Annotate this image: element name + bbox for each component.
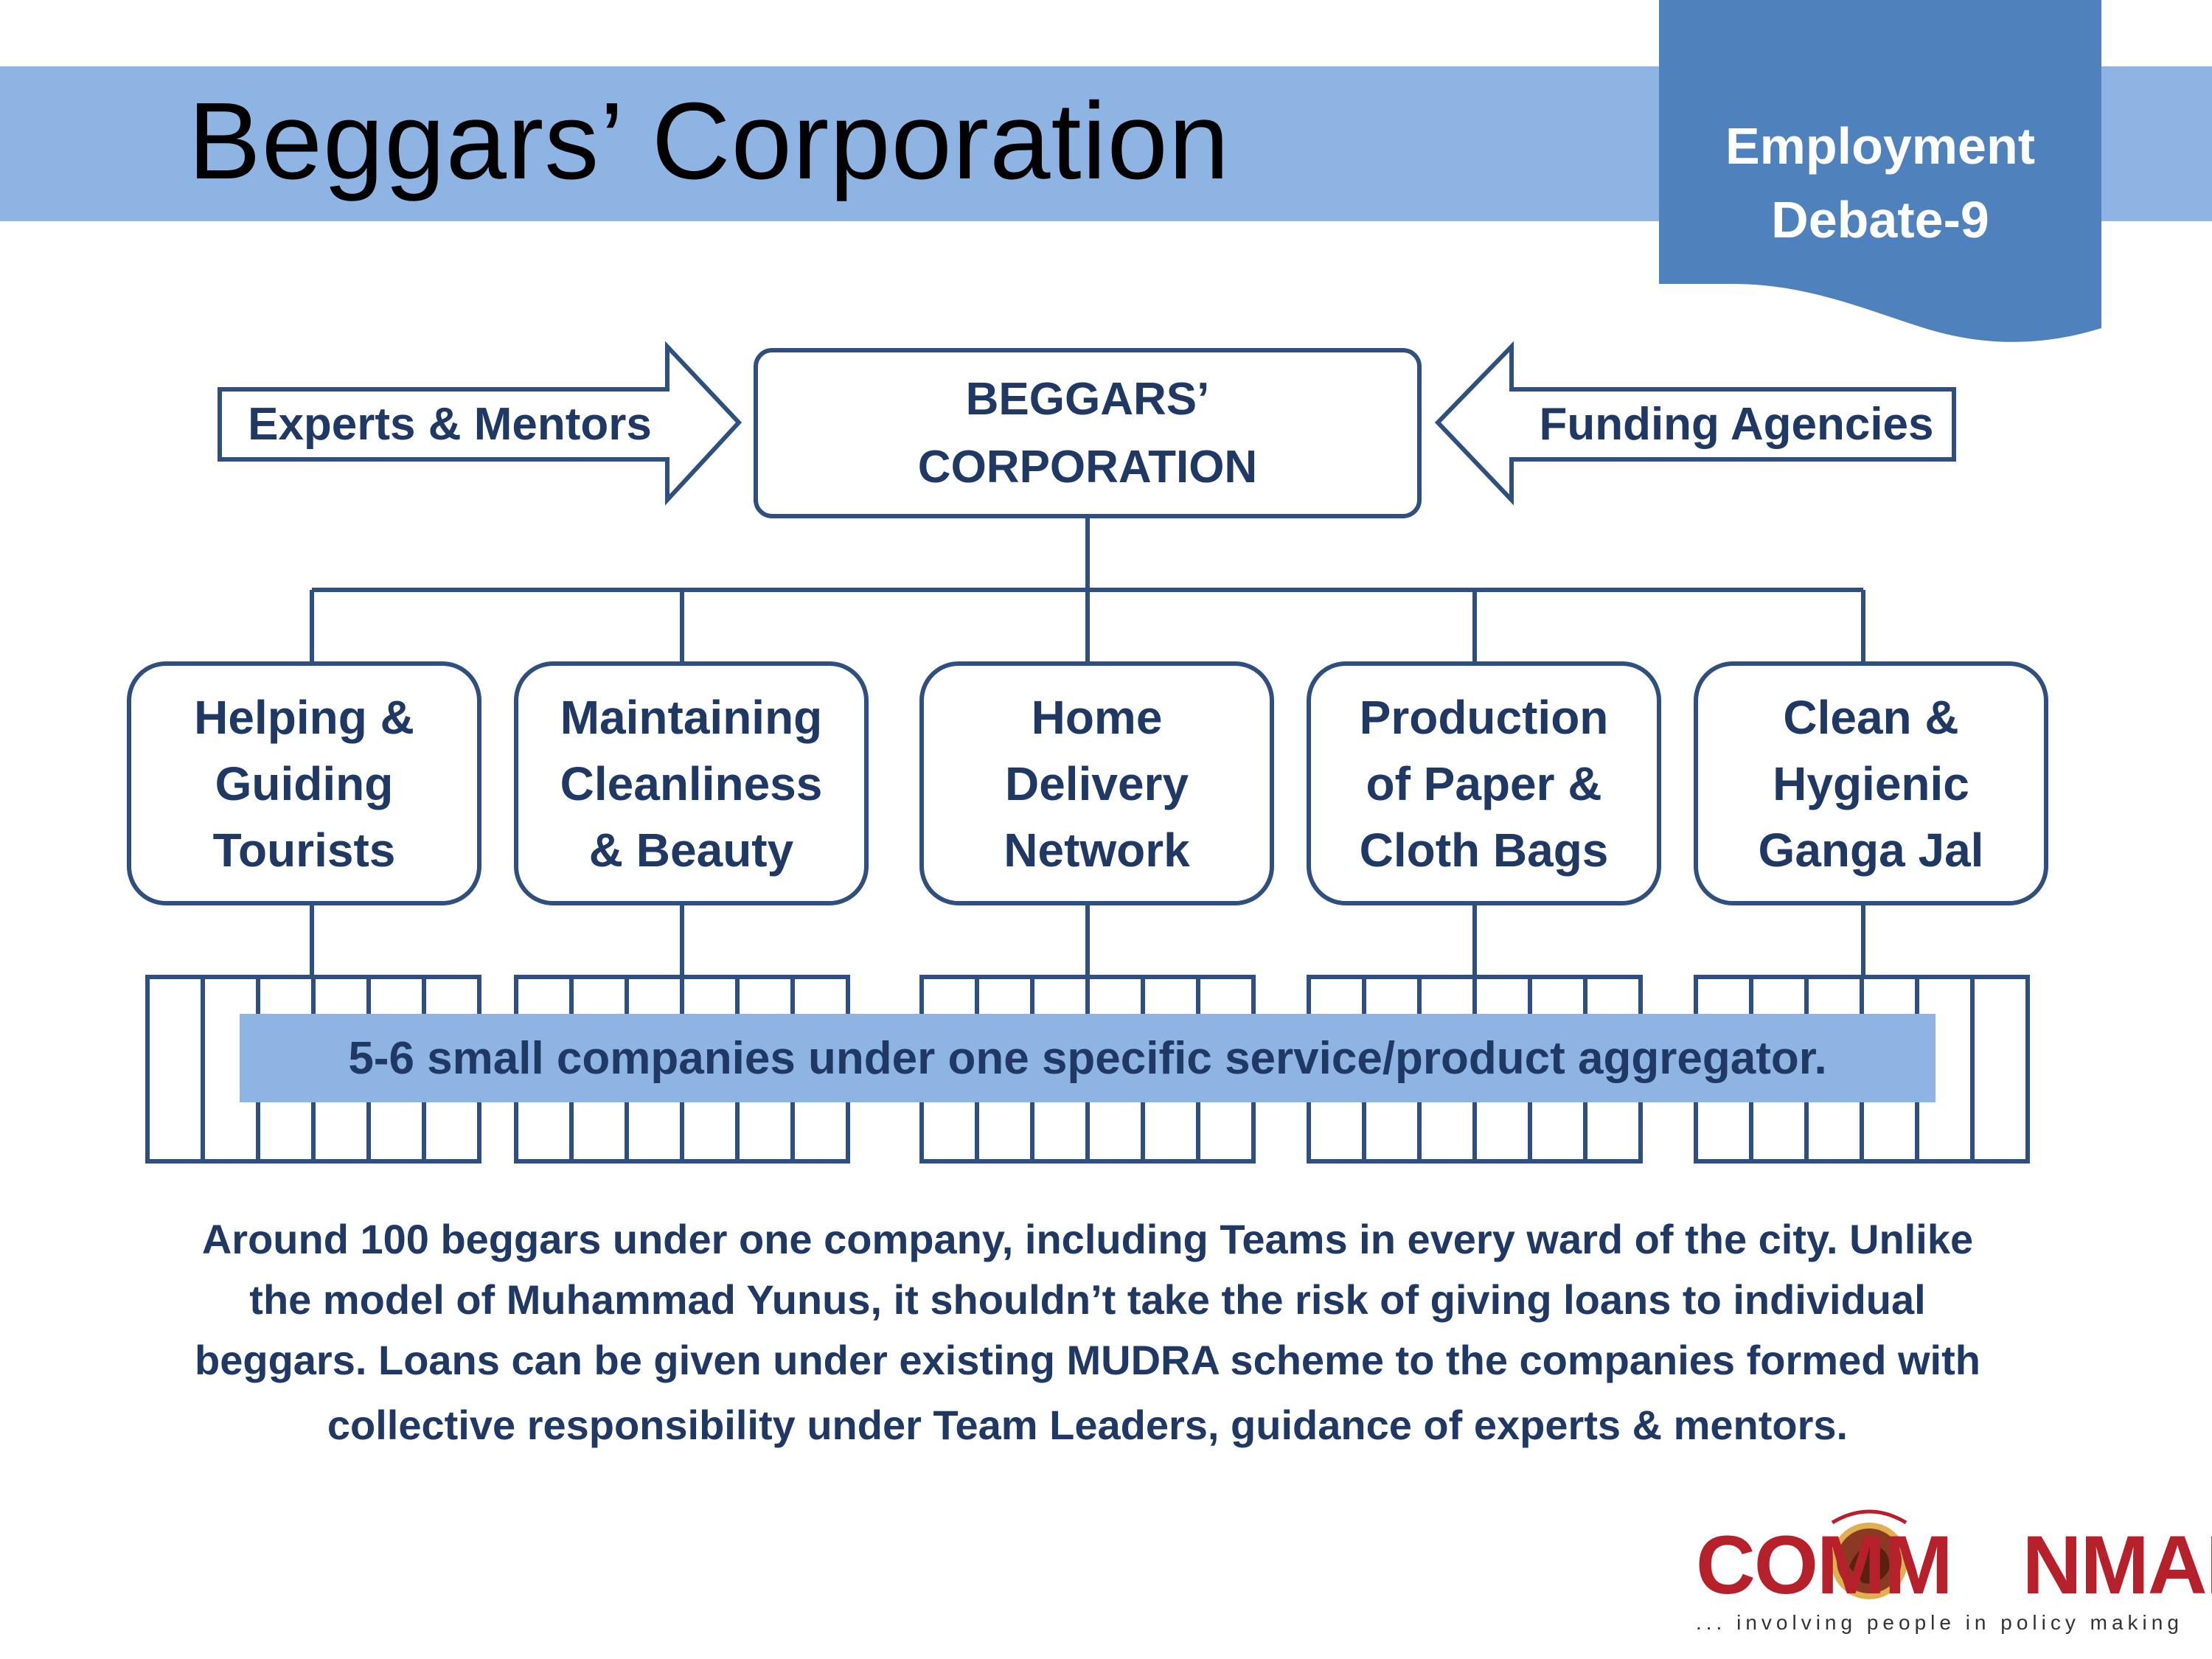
caption-line-4: collective responsibility under Team Lea…	[327, 1402, 1848, 1448]
description-caption: Around 100 beggars under one company, in…	[111, 1209, 2065, 1455]
logo-mark	[1831, 1509, 1907, 1599]
commonman-logo: COMMNMAN ... involving people in policy …	[1681, 1493, 2212, 1641]
service-4-line-3: Cloth Bags	[1359, 823, 1609, 877]
service-box-3	[919, 661, 1274, 905]
logo-wordmark-right: NMAN	[2022, 1519, 2212, 1611]
aggregator-banner	[240, 1014, 1935, 1102]
caption-line-1: Around 100 beggars under one company, in…	[201, 1216, 1974, 1262]
tag-line-1: Employment	[1725, 117, 2036, 175]
logo-wordmark-left: COMM	[1696, 1519, 1953, 1611]
service-1-line-2: Guiding	[215, 757, 394, 810]
service-label-2: Maintaining Cleanliness & Beauty	[516, 664, 866, 903]
service-box-5	[1694, 661, 2048, 905]
logo-tagline: ... involving people in policy making	[1696, 1611, 2183, 1634]
caption-line-3: beggars. Loans can be given under existi…	[195, 1337, 1980, 1383]
tag-line-2: Debate-9	[1771, 191, 1989, 248]
section-tag: Employment Debate-9	[1659, 0, 2101, 347]
section-tag-text: Employment Debate-9	[1659, 109, 2101, 257]
service-box-2	[514, 661, 869, 905]
corporation-line-2: CORPORATION	[917, 441, 1258, 493]
corporation-line-1: BEGGARS’	[965, 373, 1210, 425]
corporation-label: BEGGARS’ CORPORATION	[756, 361, 1419, 505]
service-box-4	[1307, 661, 1661, 905]
service-3-line-3: Network	[1004, 823, 1190, 877]
service-2-line-3: & Beauty	[588, 823, 794, 877]
logo-wordmark: COMMNMAN	[1696, 1524, 2212, 1607]
service-5-line-1: Clean &	[1783, 690, 1959, 744]
section-tag-shape	[1659, 0, 2101, 342]
service-3-line-2: Delivery	[1004, 757, 1189, 810]
experts-arrow-shape	[218, 341, 742, 506]
experts-mentors-label: Experts & Mentors	[248, 399, 652, 450]
service-1-line-3: Tourists	[212, 823, 396, 877]
page-title: Beggars’ Corporation	[188, 80, 1231, 202]
service-label-3: Home Delivery Network	[922, 664, 1272, 903]
service-5-line-3: Ganga Jal	[1758, 823, 1984, 877]
service-box-1	[127, 661, 481, 905]
service-label-5: Clean & Hygienic Ganga Jal	[1696, 664, 2046, 903]
funding-agencies-label: Funding Agencies	[1539, 399, 1934, 450]
service-4-line-2: of Paper &	[1366, 757, 1602, 810]
service-2-line-1: Maintaining	[560, 690, 823, 744]
service-4-line-1: Production	[1359, 690, 1609, 744]
service-1-line-1: Helping &	[194, 690, 414, 744]
aggregator-banner-text: 5-6 small companies under one specific s…	[348, 1032, 1827, 1084]
service-label-4: Production of Paper & Cloth Bags	[1309, 664, 1659, 903]
service-label-1: Helping & Guiding Tourists	[129, 664, 479, 903]
caption-line-2: the model of Muhammad Yunus, it shouldn’…	[249, 1276, 1926, 1323]
service-3-line-1: Home	[1031, 690, 1163, 744]
funding-arrow-shape	[1434, 341, 1956, 506]
service-5-line-2: Hygienic	[1773, 757, 1969, 810]
service-2-line-2: Cleanliness	[560, 757, 823, 810]
